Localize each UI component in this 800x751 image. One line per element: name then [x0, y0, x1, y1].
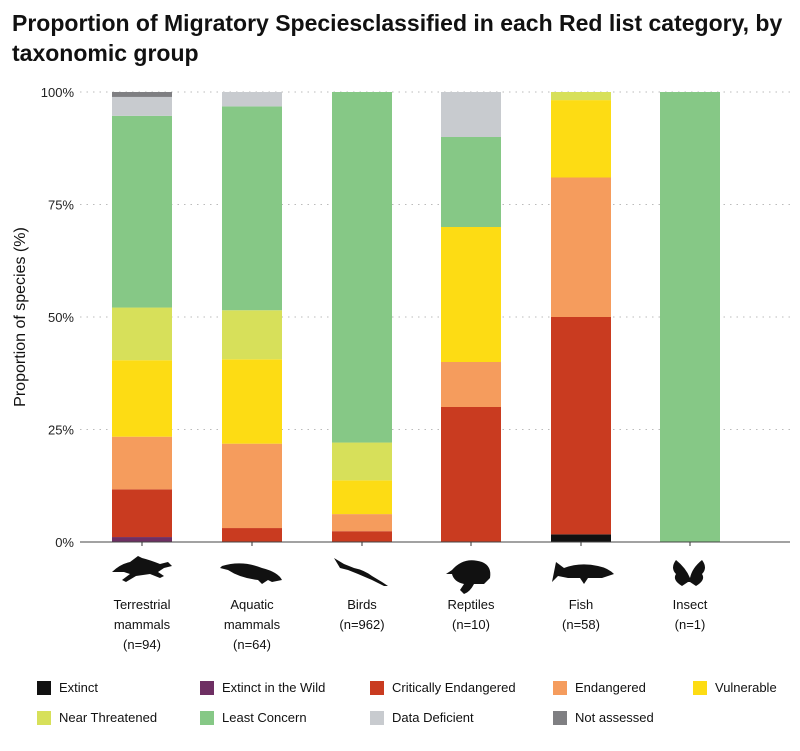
bar-segment-vulnerable: [332, 480, 392, 515]
x-category-label: Reptiles: [448, 597, 495, 612]
x-category-label: Aquatic: [230, 597, 274, 612]
x-category-label: Insect: [673, 597, 708, 612]
legend-item: Least Concern: [200, 710, 307, 725]
legend-label: Extinct: [59, 680, 99, 695]
bar-segment-near-threatened: [332, 442, 392, 481]
legend-swatch: [370, 710, 384, 725]
x-category-label: (n=1): [675, 617, 706, 632]
legend-label: Critically Endangered: [392, 680, 516, 695]
bar-segment-endangered: [332, 514, 392, 532]
bar-segment-endangered: [112, 436, 172, 490]
bar-segment-data-deficient: [222, 92, 282, 107]
bar-segment-vulnerable: [441, 227, 501, 362]
bar-segment-extinct: [551, 534, 611, 542]
bar-segment-critically-endangered: [441, 407, 501, 542]
bar-segment-critically-endangered: [551, 317, 611, 535]
running-mammal-icon: [112, 556, 172, 582]
bar-segment-least-concern: [332, 92, 392, 443]
legend-swatch: [200, 710, 214, 725]
legend-item: Extinct: [37, 680, 98, 695]
bar-segment-least-concern: [441, 137, 501, 227]
x-category-label: Fish: [569, 597, 594, 612]
legend-item: Endangered: [553, 680, 646, 695]
bar-segment-vulnerable: [551, 100, 611, 178]
legend-swatch: [37, 710, 51, 725]
x-category-label: (n=58): [562, 617, 600, 632]
shark-icon: [552, 562, 614, 584]
bar-segment-vulnerable: [112, 360, 172, 437]
x-category-label: mammals: [224, 617, 281, 632]
y-tick-label: 50%: [48, 310, 74, 325]
butterfly-icon: [673, 560, 705, 586]
legend-swatch: [200, 680, 214, 695]
bar-segment-near-threatened: [112, 307, 172, 361]
legend-item: Vulnerable: [693, 680, 777, 695]
bar-segment-near-threatened: [551, 92, 611, 101]
legend-label: Least Concern: [222, 710, 307, 725]
chart-title: Proportion of Migratory Speciesclassifie…: [12, 10, 783, 66]
bar-segment-extinct-in-the-wild: [112, 537, 172, 542]
bar-segment-endangered: [222, 443, 282, 529]
bird-icon: [334, 558, 388, 586]
legend-item: Extinct in the Wild: [200, 680, 325, 695]
bar-segment-vulnerable: [222, 359, 282, 444]
bar-segment-endangered: [551, 177, 611, 317]
y-tick-label: 25%: [48, 423, 74, 438]
legend-swatch: [370, 680, 384, 695]
legend-item: Data Deficient: [370, 710, 474, 725]
bar-segment-critically-endangered: [332, 531, 392, 542]
bar-segment-critically-endangered: [112, 489, 172, 538]
bar-segment-least-concern: [112, 115, 172, 308]
bar-segment-critically-endangered: [222, 528, 282, 542]
bar-segment-least-concern: [660, 92, 720, 542]
x-category-label: Birds: [347, 597, 377, 612]
legend-swatch: [693, 680, 707, 695]
legend-item: Near Threatened: [37, 710, 157, 725]
bar-segment-near-threatened: [222, 310, 282, 360]
bar-segment-least-concern: [222, 106, 282, 311]
x-category-label: (n=94): [123, 637, 161, 652]
x-category-label: Terrestrial: [113, 597, 170, 612]
legend-swatch: [553, 710, 567, 725]
x-category-label: mammals: [114, 617, 171, 632]
y-tick-label: 75%: [48, 198, 74, 213]
bar-segment-endangered: [441, 362, 501, 407]
y-axis-label: Proportion of species (%): [12, 227, 29, 407]
x-category-label: (n=64): [233, 637, 271, 652]
y-tick-label: 0%: [55, 535, 74, 550]
legend-label: Extinct in the Wild: [222, 680, 326, 695]
legend-swatch: [553, 680, 567, 695]
legend-item: Not assessed: [553, 710, 654, 725]
whale-icon: [220, 563, 282, 584]
legend-label: Data Deficient: [392, 710, 474, 725]
legend-item: Critically Endangered: [370, 680, 516, 695]
legend-label: Near Threatened: [59, 710, 158, 725]
x-category-label: (n=10): [452, 617, 490, 632]
legend-label: Vulnerable: [715, 680, 777, 695]
bar-segment-data-deficient: [112, 96, 172, 116]
bar-segment-not-assessed: [112, 92, 172, 97]
y-tick-label: 100%: [41, 85, 75, 100]
turtle-icon: [446, 560, 491, 594]
legend-label: Endangered: [575, 680, 646, 695]
legend-label: Not assessed: [575, 710, 654, 725]
x-category-label: (n=962): [339, 617, 384, 632]
bar-segment-data-deficient: [441, 92, 501, 137]
legend-swatch: [37, 680, 51, 695]
